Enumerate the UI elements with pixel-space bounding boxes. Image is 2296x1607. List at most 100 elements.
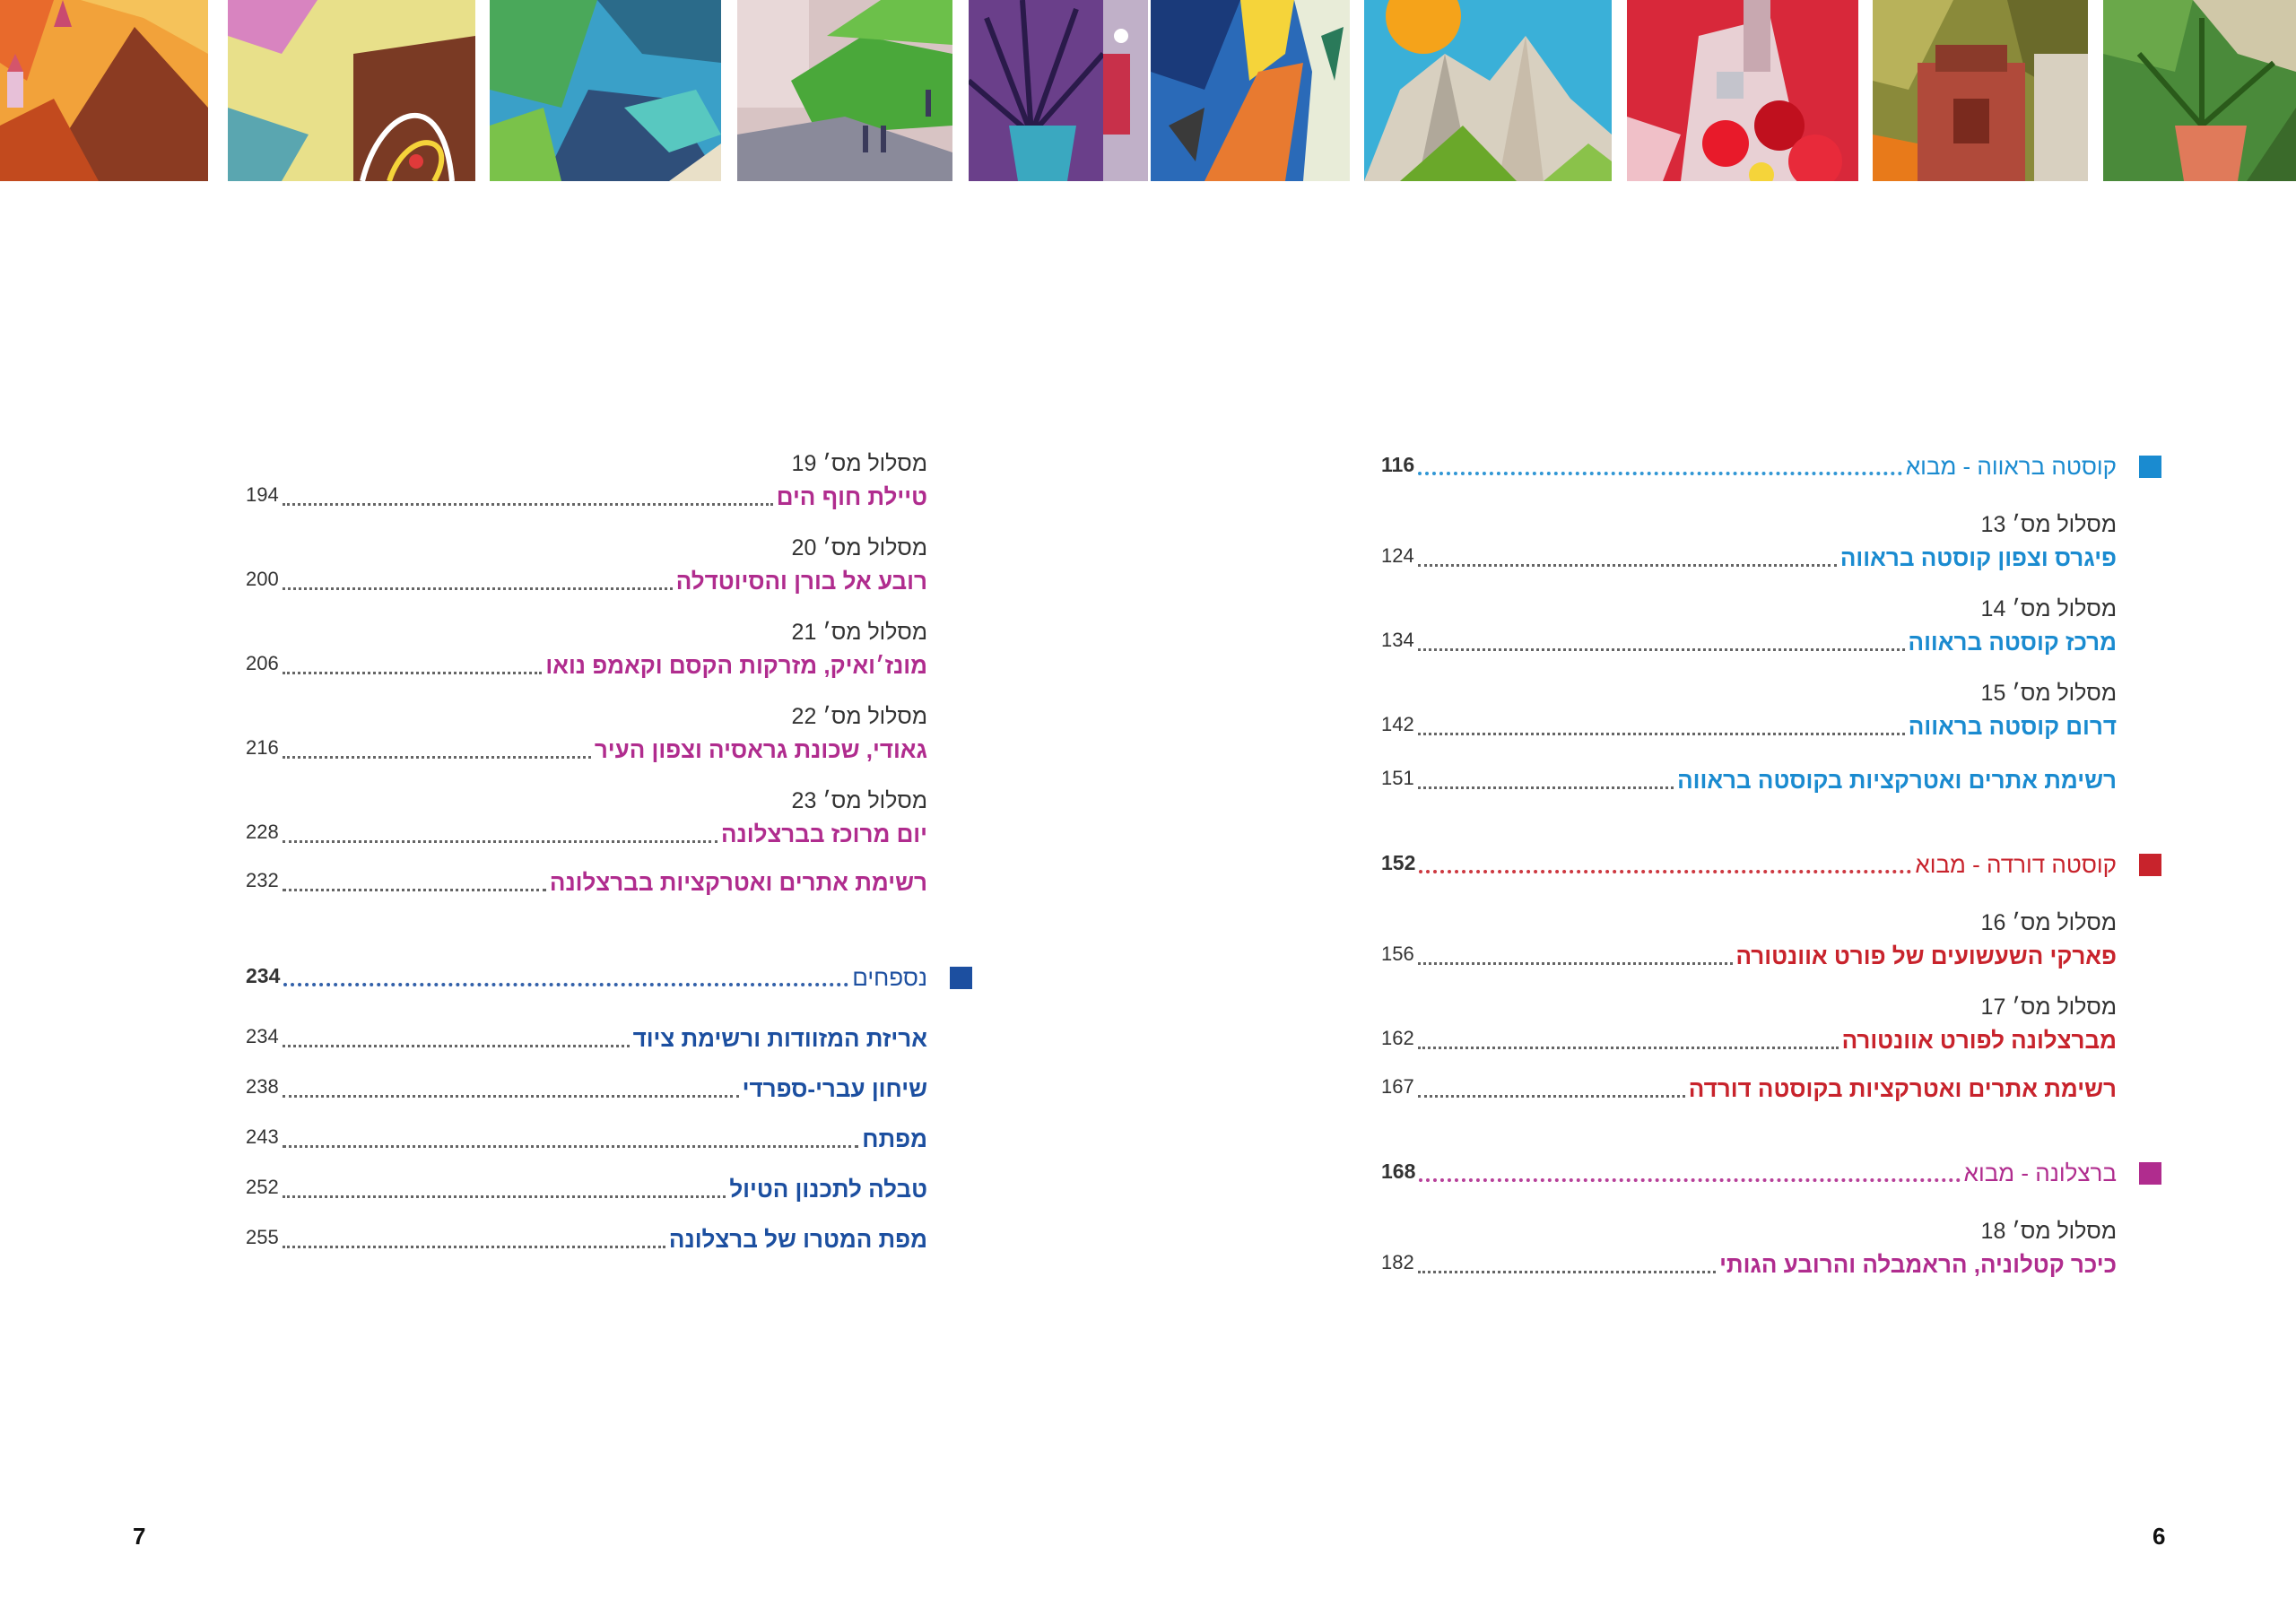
- section-barcelona: ברצלונה - מבוא 168: [1381, 1155, 2161, 1191]
- route-title: פארקי השעשועים של פורט אוונטורה: [1735, 942, 2118, 969]
- route-title: כיכר קטלוניה, הראמבלה והרובע הגותי: [1719, 1251, 2117, 1278]
- section-heading-appendix[interactable]: נספחים 234: [246, 964, 927, 991]
- route-page: 194: [246, 483, 279, 506]
- page-number-left: 7: [133, 1523, 146, 1550]
- route-page: 200: [246, 568, 279, 590]
- leader-dots: [1418, 472, 1902, 475]
- church-facade-illustration: [1873, 0, 2088, 181]
- route-17[interactable]: מסלול מס׳ 17 מברצלונה לפורט אוונטורה 162: [1381, 992, 2117, 1058]
- section-heading-costa-dorada[interactable]: קוסטה דורדה - מבוא 152: [1381, 851, 2117, 878]
- route-23[interactable]: מסלול מס׳ 23 יום מרוכז בברצלונה 228: [246, 786, 927, 852]
- section-heading-costa-brava[interactable]: קוסטה בראווה - מבוא 116: [1381, 453, 2117, 480]
- toc-left-column: מסלול מס׳ 19 טיילת חוף הים 194 מסלול מס׳…: [246, 448, 972, 1257]
- leader-dots: [282, 587, 673, 590]
- toc-right-column: קוסטה בראווה - מבוא 116 מסלול מס׳ 13 פיג…: [1381, 448, 2161, 1300]
- sun-peaks-illustration: [1364, 0, 1612, 181]
- leader-dots: [1419, 1178, 1961, 1182]
- route-label: מסלול מס׳ 18: [1980, 1219, 2117, 1244]
- illustration-strip: [0, 0, 2296, 181]
- route-title: מרכז קוסטה בראווה: [1908, 629, 2118, 656]
- route-label: מסלול מס׳ 13: [1980, 512, 2117, 537]
- route-title: מברצלונה לפורט אוונטורה: [1841, 1027, 2117, 1054]
- agave-plant-illustration: [969, 0, 1148, 181]
- route-18[interactable]: מסלול מס׳ 18 כיכר קטלוניה, הראמבלה והרוב…: [1381, 1216, 2117, 1282]
- route-22[interactable]: מסלול מס׳ 22 גאודי, שכונת גראסיה וצפון ה…: [246, 701, 927, 768]
- route-19[interactable]: מסלול מס׳ 19 טיילת חוף הים 194: [246, 448, 927, 515]
- route-21[interactable]: מסלול מס׳ 21 מונז׳ואיק, מזרקות הקסם וקאמ…: [246, 617, 927, 683]
- leader-dots: [1419, 870, 1912, 873]
- leader-dots: [282, 1195, 726, 1198]
- route-page: 142: [1381, 713, 1414, 735]
- route-14[interactable]: מסלול מס׳ 14 מרכז קוסטה בראווה 134: [1381, 594, 2117, 660]
- attractions-list-costa-dorada[interactable]: רשימת אתרים ואטרקציות בקוסטה דורדה 167: [1381, 1075, 2117, 1102]
- leader-dots: [283, 983, 849, 986]
- leader-dots: [282, 1045, 630, 1047]
- route-16[interactable]: מסלול מס׳ 16 פארקי השעשועים של פורט אוונ…: [1381, 908, 2117, 974]
- section-costa-dorada: קוסטה דורדה - מבוא 152: [1381, 847, 2161, 882]
- green-coast-illustration: [490, 0, 721, 181]
- route-label: מסלול מס׳ 21: [791, 620, 927, 645]
- route-page: 134: [1381, 629, 1414, 651]
- route-label: מסלול מס׳ 15: [1980, 681, 2117, 706]
- appendix-item-trip-planner[interactable]: טבלה לתכנון הטיול 252: [246, 1176, 927, 1203]
- red-flowers-tower-illustration: [1627, 0, 1858, 181]
- leader-dots: [1417, 1095, 1685, 1098]
- appendix-item-packing[interactable]: אריזת המזוודות ורשימת ציוד 234: [246, 1025, 927, 1052]
- route-label: מסלול מס׳ 19: [791, 451, 927, 476]
- route-page: 228: [246, 821, 279, 843]
- section-marker-square: [2139, 1162, 2161, 1185]
- attractions-list-costa-brava[interactable]: רשימת אתרים ואטרקציות בקוסטה בראווה 151: [1381, 767, 2117, 794]
- route-title: מונז׳ואיק, מזרקות הקסם וקאמפ נואו: [545, 652, 927, 679]
- yellow-field-illustration: [228, 0, 475, 181]
- leader-dots: [282, 1246, 665, 1248]
- appendix-item-metro-map[interactable]: מפת המטרו של ברצלונה 255: [246, 1226, 927, 1253]
- section-heading-barcelona[interactable]: ברצלונה - מבוא 168: [1381, 1160, 2117, 1186]
- coastal-cliffs-illustration: [1151, 0, 1350, 181]
- section-marker-square: [2139, 456, 2161, 478]
- section-marker-square: [950, 967, 972, 989]
- route-title: גאודי, שכונת גראסיה וצפון העיר: [594, 736, 927, 763]
- section-appendix: נספחים 234: [246, 960, 972, 995]
- leader-dots: [282, 672, 543, 674]
- route-20[interactable]: מסלול מס׳ 20 רובע אל בורן והסיוטדלה 200: [246, 533, 927, 599]
- route-page: 156: [1381, 942, 1414, 965]
- section-costa-brava: קוסטה בראווה - מבוא 116: [1381, 448, 2161, 484]
- route-title: פיגרס וצפון קוסטה בראווה: [1839, 544, 2117, 571]
- route-15[interactable]: מסלול מס׳ 15 דרום קוסטה בראווה 142: [1381, 678, 2117, 744]
- leader-dots: [282, 756, 591, 759]
- town-street-illustration: [737, 0, 952, 181]
- mountain-landscape-illustration: [0, 0, 208, 181]
- appendix-item-index[interactable]: מפתח 243: [246, 1125, 927, 1152]
- leader-dots: [1417, 564, 1837, 567]
- route-page: 206: [246, 652, 279, 674]
- leader-dots: [282, 840, 718, 843]
- leader-dots: [1417, 1047, 1839, 1049]
- appendix-item-phrasebook[interactable]: שיחון עברי-ספרדי 238: [246, 1075, 927, 1102]
- route-title: דרום קוסטה בראווה: [1908, 713, 2117, 740]
- route-title: טיילת חוף הים: [776, 483, 927, 510]
- leader-dots: [1417, 733, 1905, 735]
- leader-dots: [1417, 648, 1905, 651]
- route-page: 182: [1381, 1251, 1414, 1273]
- route-label: מסלול מס׳ 23: [791, 788, 927, 813]
- route-title: רובע אל בורן והסיוטדלה: [675, 568, 927, 595]
- leader-dots: [282, 1095, 739, 1098]
- route-title: יום מרוכז בברצלונה: [720, 821, 927, 847]
- attractions-list-barcelona[interactable]: רשימת אתרים ואטרקציות בברצלונה 232: [246, 869, 927, 896]
- section-marker-square: [2139, 854, 2161, 876]
- leader-dots: [1417, 786, 1674, 789]
- route-label: מסלול מס׳ 20: [791, 535, 927, 560]
- leader-dots: [1417, 962, 1733, 965]
- route-label: מסלול מס׳ 17: [1980, 995, 2117, 1020]
- leader-dots: [282, 889, 546, 891]
- route-page: 124: [1381, 544, 1414, 567]
- leader-dots: [282, 503, 773, 506]
- route-label: מסלול מס׳ 16: [1980, 910, 2117, 935]
- page-number-right: 6: [2152, 1523, 2166, 1550]
- leader-dots: [282, 1145, 859, 1148]
- leader-dots: [1417, 1271, 1717, 1273]
- route-label: מסלול מס׳ 22: [791, 704, 927, 729]
- route-page: 162: [1381, 1027, 1414, 1049]
- route-label: מסלול מס׳ 14: [1980, 596, 2117, 621]
- route-13[interactable]: מסלול מס׳ 13 פיגרס וצפון קוסטה בראווה 12…: [1381, 509, 2117, 576]
